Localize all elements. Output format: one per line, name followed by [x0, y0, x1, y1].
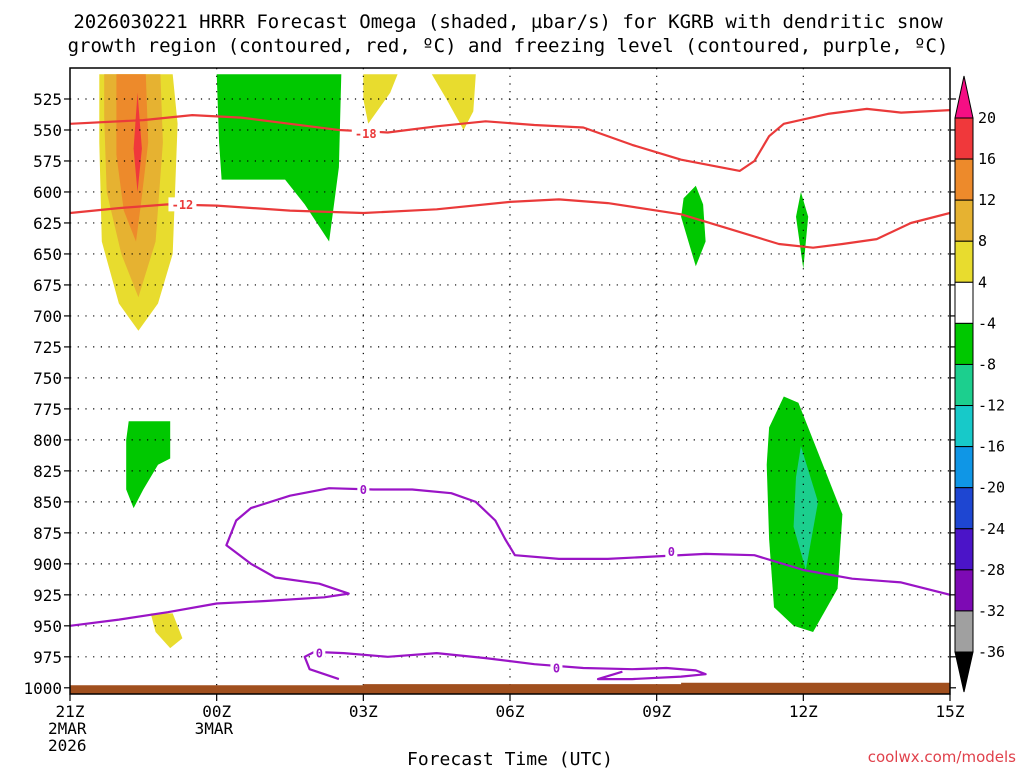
x-tick-label-18-0: 15Z — [936, 702, 965, 721]
colorbar-label-4: 4 — [978, 273, 987, 291]
omega-region-12 — [793, 446, 818, 570]
omega-region-2 — [116, 74, 149, 242]
y-tick-label-1000: 1000 — [23, 679, 62, 698]
colorbar-box-11 — [954, 528, 974, 571]
x-tick-label-3-1: 3MAR — [195, 719, 234, 738]
omega-region-7 — [681, 185, 706, 267]
colorbar-label-11: -28 — [978, 561, 1005, 579]
colorbar-box-9 — [954, 446, 974, 489]
x-tick-label-15-0: 12Z — [789, 702, 818, 721]
dgz-contour-label-bg-1 — [168, 197, 197, 212]
y-axis: 525 550 575 600 625 650 675 700 725 750 775 800 825 8… — [23, 90, 956, 698]
colorbar-box-3 — [954, 199, 974, 242]
credit-text: coolwx.com/models — [868, 748, 1016, 766]
omega-region-6 — [431, 74, 476, 130]
freezing-contour-label-bg-1 — [665, 544, 678, 559]
colorbar: 20 16 12 8 4 -4 -8 -12 -16 -20 -24 -28 -32 -36 — [954, 75, 1005, 693]
colorbar-box-13 — [954, 610, 974, 653]
y-tick-label-650: 650 — [33, 245, 62, 264]
colorbar-label-3: 8 — [978, 232, 987, 250]
y-tick-label-850: 850 — [33, 493, 62, 512]
x-tick-label-12-0: 09Z — [642, 702, 671, 721]
colorbar-label-7: -12 — [978, 397, 1005, 415]
freezing-contour-label-1: 0 — [668, 545, 675, 559]
y-tick-label-800: 800 — [33, 431, 62, 450]
dgz-contour-label-1: -12 — [172, 198, 194, 212]
colorbar-label-6: -8 — [978, 355, 996, 373]
omega-region-5 — [363, 74, 398, 124]
colorbar-label-10: -24 — [978, 520, 1005, 538]
chart-title-line-1: 2026030221 HRRR Forecast Omega (shaded, … — [73, 11, 943, 33]
y-tick-label-900: 900 — [33, 555, 62, 574]
colorbar-box-12 — [954, 569, 974, 612]
y-tick-label-825: 825 — [33, 462, 62, 481]
colorbar-box-5 — [954, 281, 974, 324]
colorbar-box-8 — [954, 405, 974, 448]
freezing-contour-label-3: 0 — [553, 661, 560, 675]
colorbar-label-0: 20 — [978, 109, 996, 127]
colorbar-label-2: 12 — [978, 191, 996, 209]
freezing-contour-line-2 — [303, 650, 707, 681]
x-axis-title: Forecast Time (UTC) — [407, 749, 613, 768]
x-tick-label-6-0: 03Z — [349, 702, 378, 721]
chart-title-line-2: growth region (contoured, red, ºC) and f… — [68, 35, 949, 57]
gridlines — [70, 68, 950, 694]
colorbar-box-7 — [954, 363, 974, 407]
y-tick-label-925: 925 — [33, 586, 62, 605]
terrain-band — [70, 682, 950, 694]
omega-region-8 — [796, 192, 809, 269]
freezing-contour-label-bg-2 — [313, 646, 326, 661]
freezing-contour-label-0: 0 — [360, 483, 367, 497]
colorbar-box-6 — [954, 322, 974, 365]
freezing-contour-label-bg-3 — [550, 660, 563, 675]
y-tick-label-525: 525 — [33, 90, 62, 109]
y-tick-label-975: 975 — [33, 648, 62, 667]
x-tick-label-0-2: 2026 — [48, 736, 87, 755]
contour-lines: -18 -12 0 0 0 0 — [70, 107, 950, 681]
omega-region-4 — [216, 74, 342, 242]
colorbar-label-12: -32 — [978, 602, 1005, 620]
omega-region-9 — [126, 421, 171, 509]
y-tick-label-750: 750 — [33, 369, 62, 388]
y-tick-label-575: 575 — [33, 152, 62, 171]
y-tick-label-950: 950 — [33, 617, 62, 636]
colorbar-label-8: -16 — [978, 438, 1005, 456]
omega-region-10 — [150, 613, 183, 649]
dgz-contour-label-bg-0 — [351, 126, 380, 141]
dgz-contour-line-0 — [70, 107, 950, 172]
colorbar-box-2 — [954, 158, 974, 201]
y-tick-label-775: 775 — [33, 400, 62, 419]
dgz-contour-label-0: -18 — [355, 127, 377, 141]
y-tick-label-700: 700 — [33, 307, 62, 326]
freezing-contour-label-bg-0 — [357, 482, 370, 497]
omega-region-3 — [133, 92, 142, 192]
colorbar-bottom-arrow — [954, 651, 974, 693]
colorbar-box-1 — [954, 117, 974, 160]
colorbar-box-4 — [954, 240, 974, 283]
colorbar-box-10 — [954, 487, 974, 530]
freezing-contour-label-2: 0 — [316, 647, 323, 661]
x-tick-label-3-0: 00Z — [202, 702, 231, 721]
dgz-contour-line-1 — [70, 198, 950, 249]
omega-shading — [99, 74, 843, 649]
x-tick-label-0-1: 2MAR — [48, 719, 87, 738]
y-tick-label-875: 875 — [33, 524, 62, 543]
colorbar-label-13: -36 — [978, 643, 1005, 661]
colorbar-top-arrow — [954, 75, 974, 119]
x-tick-label-9-0: 06Z — [496, 702, 525, 721]
y-tick-label-725: 725 — [33, 338, 62, 357]
y-tick-label-675: 675 — [33, 276, 62, 295]
y-tick-label-625: 625 — [33, 214, 62, 233]
colorbar-label-5: -4 — [978, 314, 996, 332]
terrain-shape — [70, 682, 950, 694]
freezing-contour-line-0 — [70, 487, 950, 627]
colorbar-label-1: 16 — [978, 150, 996, 168]
y-tick-label-550: 550 — [33, 121, 62, 140]
x-tick-label-0-0: 21Z — [56, 702, 85, 721]
colorbar-label-9: -20 — [978, 479, 1005, 497]
y-tick-label-600: 600 — [33, 183, 62, 202]
